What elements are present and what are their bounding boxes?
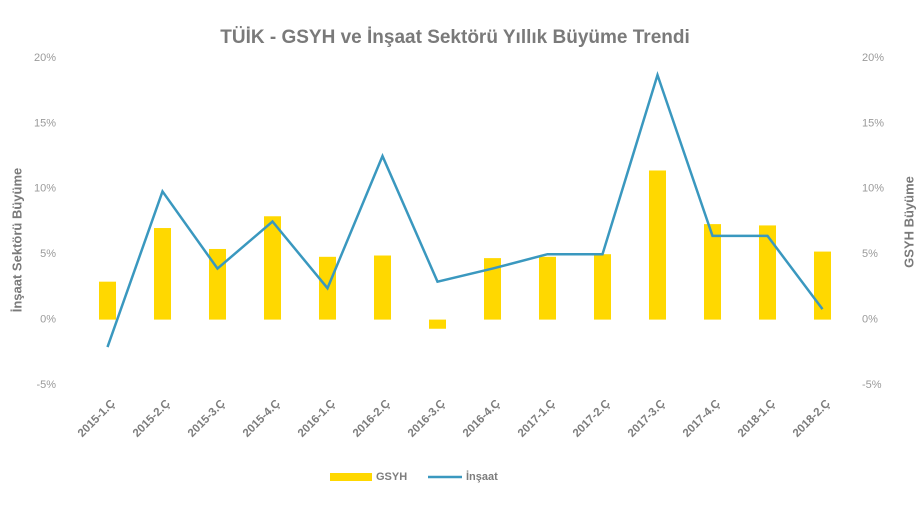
x-tick-label: 2016-3.Ç	[406, 398, 448, 440]
y2-tick-label: 10%	[862, 183, 884, 195]
y-tick-label: 0%	[40, 314, 56, 326]
y-tick-label: 15%	[34, 117, 56, 129]
bar	[264, 216, 281, 320]
x-tick-label: 2015-4.Ç	[241, 398, 283, 440]
line	[106, 70, 824, 348]
y2-tick-label: 15%	[862, 117, 884, 129]
bar	[704, 224, 721, 320]
x-tick-label: 2015-2.Ç	[131, 398, 173, 440]
x-tick-label: 2018-2.Ç	[791, 398, 833, 440]
x-tick-label: 2017-2.Ç	[571, 398, 613, 440]
x-tick-label: 2018-1.Ç	[736, 398, 778, 440]
y-tick-label: 10%	[34, 183, 56, 195]
y-tick-label: 5%	[40, 248, 56, 260]
bar	[429, 319, 446, 329]
x-tick-label: 2016-1.Ç	[296, 398, 338, 440]
bar	[154, 228, 171, 320]
legend-swatch	[330, 473, 372, 481]
bar	[374, 255, 391, 320]
x-tick-label: 2016-2.Ç	[351, 398, 393, 440]
y-tick-label: 20%	[34, 52, 56, 64]
legend-label: GSYH	[376, 471, 407, 483]
chart-title: TÜİK - GSYH ve İnşaat Sektörü Yıllık Büy…	[220, 27, 690, 48]
y-axis-title: İnşaat Sektörü Büyüme	[9, 168, 24, 313]
y2-tick-label: 0%	[862, 314, 878, 326]
x-tick-label: 2015-3.Ç	[186, 398, 228, 440]
bar	[99, 281, 116, 320]
bar	[209, 248, 226, 320]
x-tick-label: 2017-3.Ç	[626, 398, 668, 440]
bar	[484, 258, 501, 320]
y-tick-label: -5%	[36, 379, 56, 391]
bar	[814, 251, 831, 320]
bar	[759, 225, 776, 320]
x-tick-label: 2017-1.Ç	[516, 398, 558, 440]
y2-axis-title: GSYH Büyüme	[901, 176, 916, 268]
y2-tick-label: -5%	[862, 379, 882, 391]
y2-tick-label: 20%	[862, 52, 884, 64]
x-tick-label: 2015-1.Ç	[76, 398, 118, 440]
bar	[539, 256, 556, 320]
y2-tick-label: 5%	[862, 248, 878, 260]
x-tick-label: 2016-4.Ç	[461, 398, 503, 440]
bar	[649, 170, 666, 320]
bar	[594, 254, 611, 320]
legend-label: İnşaat	[466, 470, 498, 483]
x-tick-label: 2017-4.Ç	[681, 398, 723, 440]
